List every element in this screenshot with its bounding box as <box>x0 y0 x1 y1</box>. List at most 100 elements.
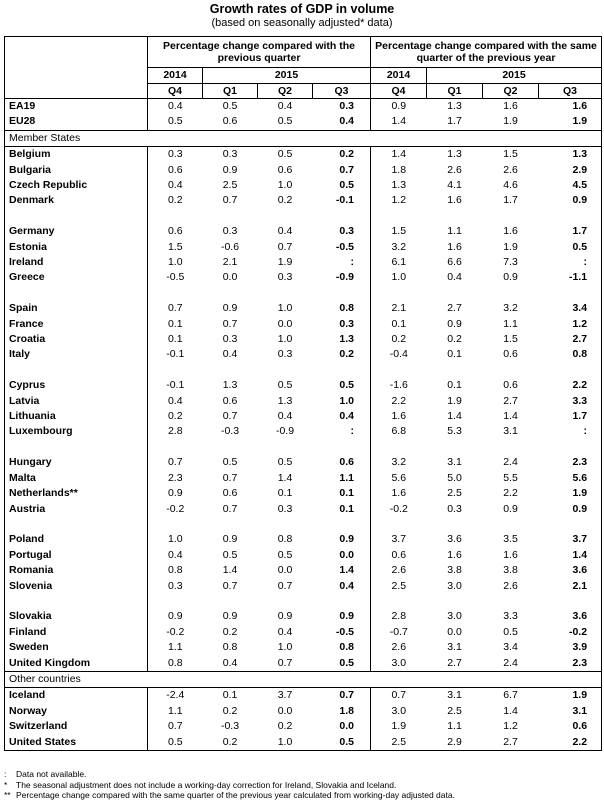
value-cell: 0.9 <box>503 271 518 284</box>
value-cell: 1.3 <box>391 179 407 192</box>
value-cell: 3.2 <box>503 302 518 315</box>
value-cell: 0.9 <box>277 610 293 623</box>
value-cell: 3.0 <box>391 704 407 717</box>
value-cell: 3.9 <box>538 640 603 656</box>
section-label: Other countries <box>3 670 603 689</box>
value-cell: 2.3 <box>538 655 603 672</box>
value-cell: 2.7 <box>482 734 539 751</box>
value-cell: 1.4 <box>538 547 603 564</box>
value-cell: 0.2 <box>391 333 407 346</box>
country-name: Portugal <box>4 547 148 564</box>
value-cell: 1.0 <box>167 533 183 546</box>
value-cell: 0.9 <box>222 163 238 176</box>
value-cell: 1.3 <box>222 379 238 392</box>
value-cell: : <box>538 255 603 271</box>
value-cell: 2.7 <box>503 394 518 407</box>
footnote: : Data not available. <box>4 769 604 780</box>
table-row: Switzerland 0.7 -0.3 0.2 0.0 1.9 1.1 1.2 0.6 <box>4 719 603 735</box>
value-cell: 0.5 <box>277 456 293 469</box>
value-cell: 0.1 <box>222 689 238 702</box>
value-cell: 3.7 <box>391 533 407 546</box>
value-cell: 1.0 <box>312 393 371 410</box>
value-cell: -0.1 <box>166 379 185 392</box>
value-cell: 1.7 <box>426 114 483 131</box>
country-name: Iceland <box>4 687 148 704</box>
value-cell: 0.2 <box>222 704 238 717</box>
value-cell: 3.7 <box>538 532 603 548</box>
country-name: Greece <box>4 270 148 286</box>
value-cell: 0.8 <box>167 564 183 577</box>
value-cell: 0.3 <box>222 225 238 238</box>
table-row: Bulgaria 0.6 0.9 0.6 0.7 1.8 2.6 2.6 2.9 <box>4 162 603 179</box>
country-name: Malta <box>4 470 148 487</box>
value-cell: 0.7 <box>222 579 238 592</box>
value-cell: 3.1 <box>447 641 462 654</box>
value-cell: 0.4 <box>277 625 293 638</box>
value-cell: 0.7 <box>222 194 238 207</box>
table-row: France 0.1 0.7 0.0 0.3 0.1 0.9 1.1 1.2 <box>4 316 603 333</box>
value-cell: 3.2 <box>391 240 407 253</box>
footnote-symbol: : <box>4 769 7 779</box>
value-cell: 0.7 <box>222 502 238 515</box>
table-row: Portugal 0.4 0.5 0.5 0.0 0.6 1.6 1.6 1.4 <box>4 547 603 564</box>
value-cell: 1.3 <box>312 332 371 348</box>
value-cell: 7.3 <box>503 256 518 269</box>
value-cell: 0.0 <box>312 719 371 735</box>
value-cell: 1.9 <box>482 114 539 131</box>
value-cell: 0.3 <box>312 224 371 240</box>
country-name: Italy <box>4 347 148 363</box>
value-cell: 2.2 <box>538 734 603 751</box>
table-row: Poland 1.0 0.9 0.8 0.9 3.7 3.6 3.5 3.7 <box>4 532 603 548</box>
table-row: Belgium 0.3 0.3 0.5 0.2 1.4 1.3 1.5 1.3 <box>4 146 603 163</box>
value-cell: 2.6 <box>503 579 518 592</box>
value-cell: 1.6 <box>503 548 518 561</box>
value-cell: 1.5 <box>503 148 518 161</box>
value-cell: 5.5 <box>503 471 518 484</box>
table-row: Estonia 1.5 -0.6 0.7 -0.5 3.2 1.6 1.9 0.5 <box>4 239 603 256</box>
country-name: Ireland <box>4 255 148 271</box>
value-cell: 0.1 <box>277 487 293 500</box>
value-cell: 1.5 <box>503 333 518 346</box>
spacer-row <box>4 516 603 533</box>
section-row: Member States <box>3 129 603 148</box>
value-cell: 3.6 <box>538 609 603 625</box>
value-cell: -0.2 <box>538 624 603 641</box>
value-cell: 1.3 <box>277 394 293 407</box>
country-name: Slovakia <box>4 609 148 625</box>
value-cell: 0.2 <box>277 720 293 733</box>
value-cell: 1.9 <box>391 720 407 733</box>
header-quarter: Q4 <box>147 83 203 99</box>
table-row: Slovakia 0.9 0.9 0.9 0.9 2.8 3.0 3.3 3.6 <box>4 609 603 625</box>
value-cell: 6.8 <box>391 425 407 438</box>
value-cell: 1.0 <box>277 333 293 346</box>
value-cell: 0.4 <box>312 578 371 594</box>
value-cell: 0.2 <box>167 194 183 207</box>
value-cell: 0.7 <box>222 471 238 484</box>
value-cell: 1.6 <box>447 194 462 207</box>
table-row: Lithuania 0.2 0.7 0.4 0.4 1.6 1.4 1.4 1.7 <box>4 409 603 425</box>
table-row: Ireland 1.0 2.1 1.9: 6.1 6.6 7.3: <box>4 255 603 271</box>
value-cell: 1.4 <box>277 471 293 484</box>
footnote-text: The seasonal adjustment does not include… <box>16 779 397 790</box>
country-name: EU28 <box>4 114 148 131</box>
value-cell: -0.5 <box>312 624 371 641</box>
value-cell: 1.4 <box>503 410 518 423</box>
value-cell: 0.3 <box>447 502 462 515</box>
value-cell: 3.1 <box>503 425 518 438</box>
value-cell: 1.8 <box>312 703 371 720</box>
section-row: Other countries <box>3 670 603 689</box>
value-cell: -0.2 <box>166 625 185 638</box>
value-cell: 1.5 <box>167 240 183 253</box>
country-name: Sweden <box>4 640 148 656</box>
value-cell: 2.5 <box>447 487 462 500</box>
value-cell: 1.1 <box>447 225 462 238</box>
value-cell: 1.6 <box>447 240 462 253</box>
value-cell: 0.6 <box>222 394 238 407</box>
value-cell: 2.8 <box>167 425 183 438</box>
value-cell: 0.4 <box>277 225 293 238</box>
header-quarter: Q3 <box>538 83 603 99</box>
value-cell: 1.0 <box>277 179 293 192</box>
country-name: Latvia <box>4 393 148 410</box>
value-cell: 0.9 <box>503 502 518 515</box>
value-cell: 0.6 <box>538 719 603 735</box>
